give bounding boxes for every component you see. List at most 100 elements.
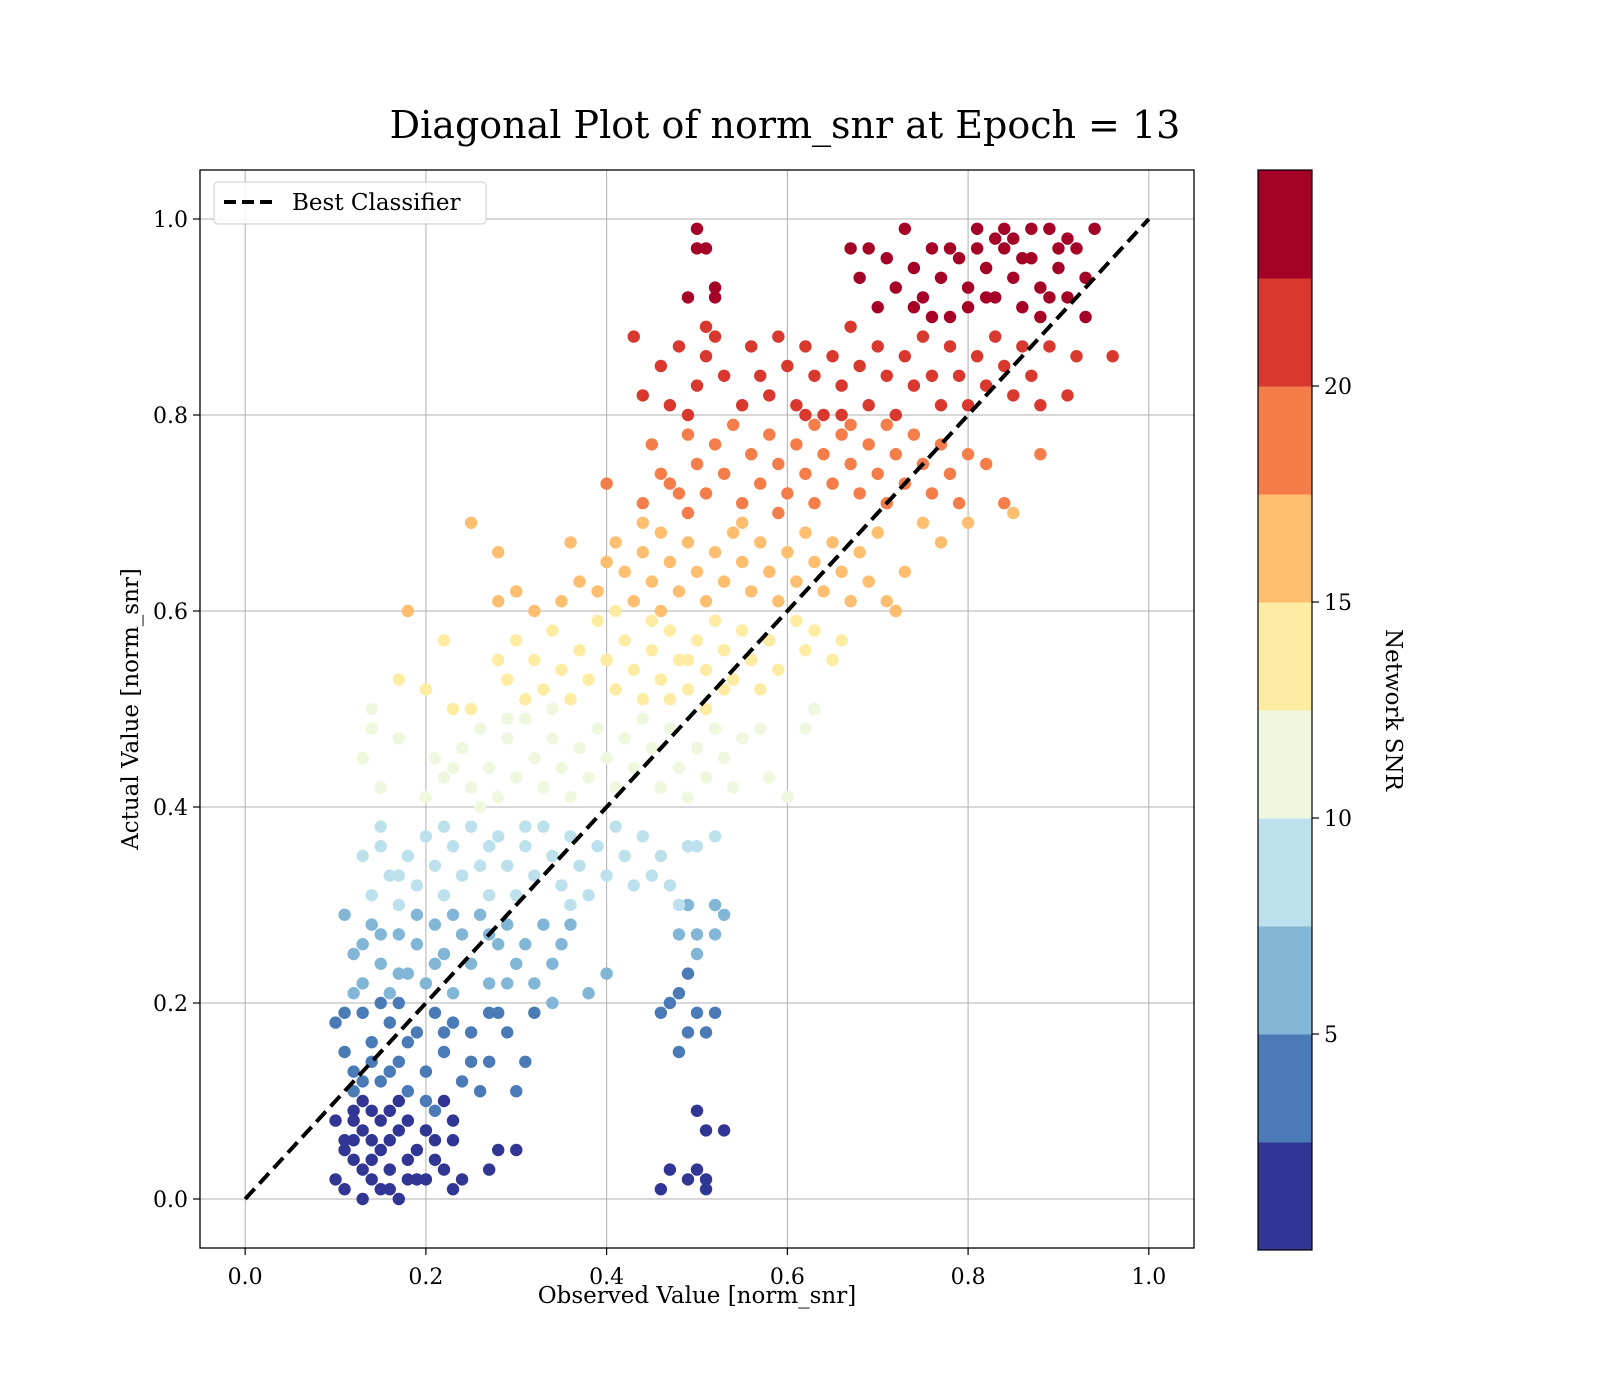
data-point xyxy=(708,830,722,843)
data-point xyxy=(492,546,505,559)
data-point xyxy=(600,869,613,882)
data-point xyxy=(618,849,631,863)
data-point xyxy=(681,408,695,422)
data-point xyxy=(880,595,893,608)
data-point xyxy=(356,1124,369,1137)
data-point xyxy=(681,683,695,696)
data-point xyxy=(383,1163,396,1176)
data-point xyxy=(564,791,577,804)
data-point xyxy=(419,830,433,843)
data-point xyxy=(681,840,695,853)
data-point xyxy=(410,938,424,951)
data-point xyxy=(889,408,902,422)
x-tick-label: 0.2 xyxy=(408,1265,443,1290)
data-point xyxy=(356,938,369,951)
data-point xyxy=(781,359,794,373)
data-point xyxy=(708,438,722,451)
data-point xyxy=(636,497,649,510)
data-point xyxy=(546,732,559,745)
data-point xyxy=(699,242,713,255)
colorbar-tick-label: 10 xyxy=(1324,807,1352,832)
data-point xyxy=(925,369,939,382)
data-point xyxy=(555,663,568,676)
x-tick-label: 0.8 xyxy=(951,1265,986,1290)
data-point xyxy=(528,977,541,990)
data-point xyxy=(482,840,496,853)
data-point xyxy=(1070,242,1083,255)
colorbar-bin xyxy=(1258,602,1312,711)
data-point xyxy=(880,252,893,265)
data-point xyxy=(708,291,722,304)
data-point xyxy=(455,742,469,755)
data-point xyxy=(365,1173,378,1186)
data-point xyxy=(401,967,415,980)
data-point xyxy=(573,575,586,588)
data-point xyxy=(374,957,387,970)
data-point xyxy=(754,369,767,382)
data-point xyxy=(844,320,857,333)
data-point xyxy=(989,330,1002,343)
data-point xyxy=(690,222,704,235)
data-point xyxy=(681,1173,695,1186)
data-point xyxy=(961,281,975,294)
data-point xyxy=(609,604,622,618)
data-point xyxy=(663,879,677,892)
data-point xyxy=(419,791,433,804)
data-point xyxy=(672,653,686,667)
data-point xyxy=(492,938,505,951)
data-point xyxy=(374,1075,387,1088)
data-point xyxy=(735,732,749,745)
data-point xyxy=(356,1192,369,1206)
data-point xyxy=(446,761,460,774)
data-point xyxy=(763,428,776,441)
data-point xyxy=(1025,369,1038,382)
data-point xyxy=(618,565,631,578)
data-point xyxy=(699,1124,713,1137)
data-point xyxy=(717,644,731,657)
legend-box xyxy=(213,181,487,225)
data-point xyxy=(699,595,713,608)
data-point xyxy=(555,938,568,951)
data-point xyxy=(501,918,514,931)
y-tick-label: 0.8 xyxy=(153,404,188,429)
data-point xyxy=(790,614,803,627)
chart-title: Diagonal Plot of norm_snr at Epoch = 13 xyxy=(390,103,1181,148)
data-point xyxy=(383,1065,396,1078)
data-point xyxy=(681,1026,695,1039)
data-point xyxy=(609,683,622,696)
data-point xyxy=(799,408,812,422)
data-point xyxy=(1052,242,1065,255)
data-point xyxy=(473,908,487,921)
data-point xyxy=(365,889,378,902)
data-point xyxy=(383,1134,396,1147)
data-point xyxy=(537,820,550,833)
data-point xyxy=(600,967,613,980)
data-point xyxy=(609,536,622,549)
data-point xyxy=(699,487,713,500)
data-point xyxy=(383,1016,396,1029)
data-point xyxy=(374,996,387,1010)
data-point xyxy=(510,585,523,598)
data-point xyxy=(645,575,659,588)
data-point xyxy=(808,497,821,510)
colorbar-ticks: 5 10 15 20 xyxy=(1312,375,1352,1048)
data-point xyxy=(853,359,866,373)
data-point xyxy=(338,1183,351,1196)
data-point xyxy=(654,604,668,618)
data-point xyxy=(401,1173,415,1186)
data-point xyxy=(528,653,541,667)
data-point xyxy=(464,957,478,970)
data-point xyxy=(501,712,514,725)
data-point xyxy=(925,242,939,255)
plot-area: 0.0 0.2 0.4 0.6 0.8 1.0 0.0 0.2 0.4 0.6 0.8 1.0 xyxy=(153,169,1195,1290)
data-point xyxy=(961,399,975,412)
data-point xyxy=(537,781,550,794)
data-point xyxy=(835,634,848,647)
data-point xyxy=(374,928,387,941)
data-point xyxy=(473,1085,487,1098)
data-point xyxy=(455,869,469,882)
data-point xyxy=(1043,291,1056,304)
data-point xyxy=(763,771,776,784)
data-point xyxy=(636,830,649,843)
data-point xyxy=(428,957,442,970)
